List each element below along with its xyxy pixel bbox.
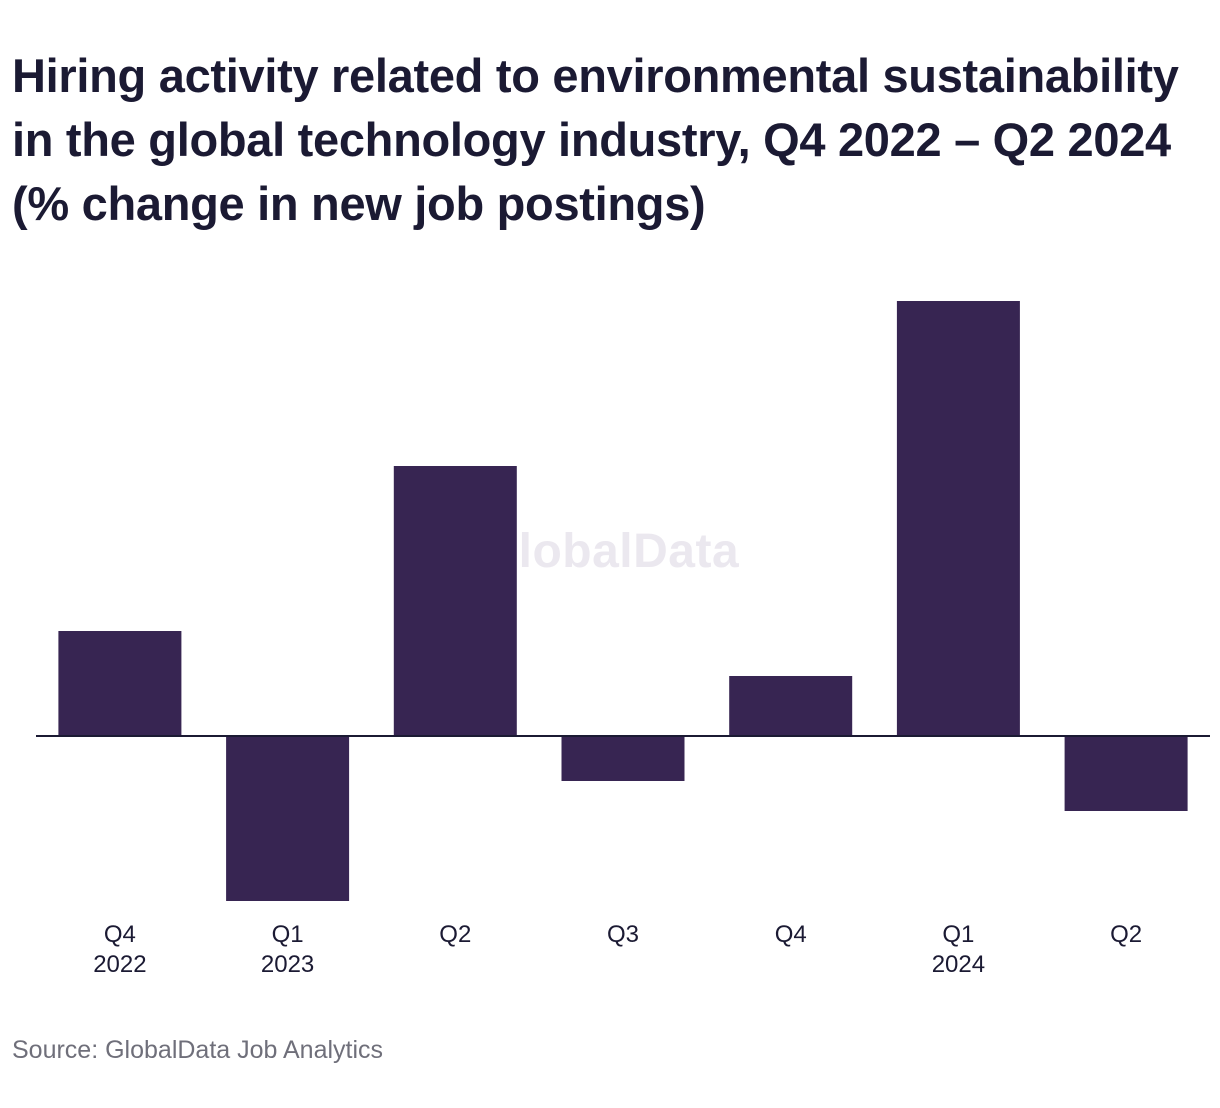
- bar-1: [226, 736, 350, 901]
- bar-5: [896, 301, 1020, 736]
- x-tick-label-year: 2023: [261, 951, 314, 978]
- x-tick-label-quarter: Q2: [439, 921, 471, 948]
- x-tick-label-quarter: Q1: [272, 921, 304, 948]
- chart-title: Hiring activity related to environmental…: [12, 49, 1179, 230]
- x-tick-label-quarter: Q4: [104, 921, 136, 948]
- x-tick-label-quarter: Q3: [607, 921, 639, 948]
- source-note: Source: GlobalData Job Analytics: [12, 1036, 384, 1064]
- x-tick-label-quarter: Q4: [775, 921, 807, 948]
- x-tick-labels: Q4 2022 Q1 2023 Q2 Q3 Q4 Q1 2024 Q2: [93, 921, 1142, 978]
- x-tick-label-year: 2022: [93, 951, 146, 978]
- x-tick-label-quarter: Q1: [942, 921, 974, 948]
- bar-3: [561, 736, 685, 781]
- x-tick-label-quarter: Q2: [1110, 921, 1142, 948]
- bar-0: [58, 631, 182, 736]
- bar-6: [1064, 736, 1188, 811]
- x-tick-label-year: 2024: [932, 951, 985, 978]
- bar-4: [729, 676, 853, 736]
- bar-2: [393, 466, 517, 736]
- bars-group: [58, 301, 1188, 901]
